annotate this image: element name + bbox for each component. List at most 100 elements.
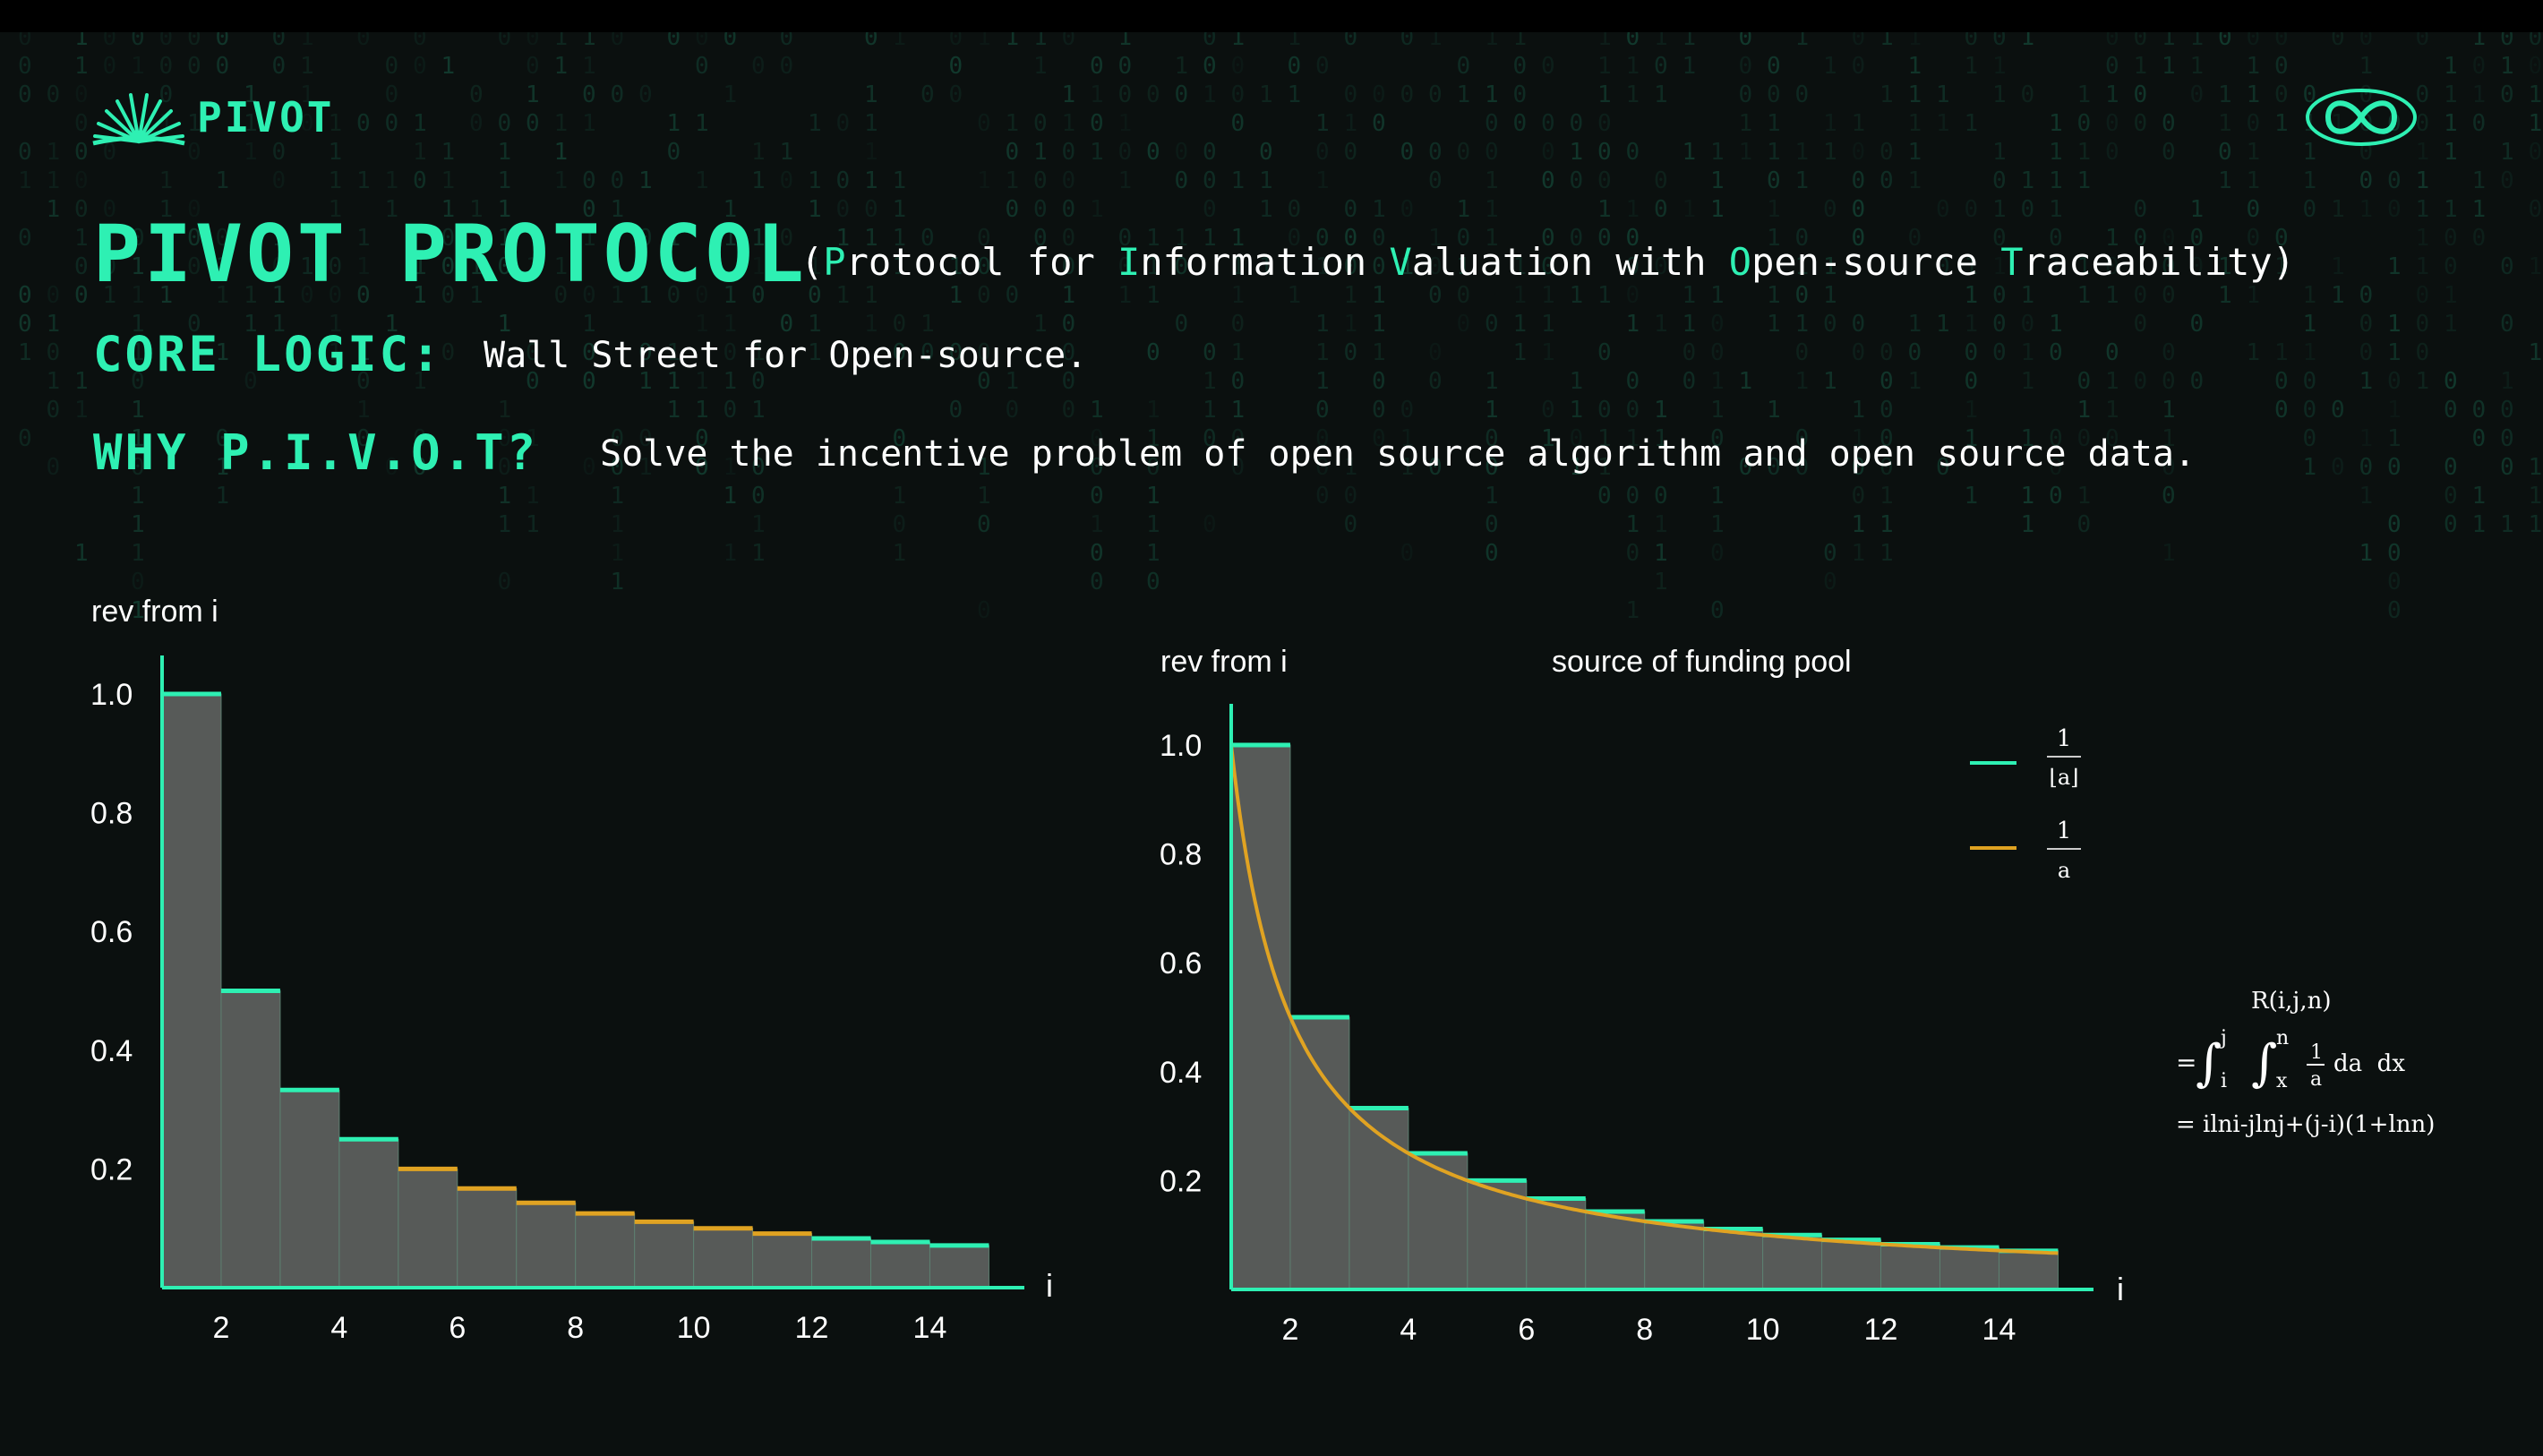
matrix-digit: 1 [1231,397,1246,424]
matrix-digit: 1 [808,339,822,366]
matrix-digit: 1 [1936,81,1950,108]
matrix-digit: 0 [47,397,61,424]
matrix-digit: 0 [2190,311,2205,338]
matrix-digit: 1 [2021,483,2035,510]
matrix-digit: 1 [611,511,625,538]
matrix-digit: 0 [582,167,596,194]
matrix-digit: 1 [498,196,512,223]
matrix-digit: 1 [356,253,371,280]
matrix-digit: 0 [1992,167,2007,194]
matrix-digit: 1 [329,139,343,166]
matrix-digit: 0 [131,225,145,252]
matrix-digit: 0 [1626,397,1640,424]
matrix-digit: 0 [2218,139,2232,166]
matrix-digit: 0 [103,139,117,166]
matrix-digit: 0 [2134,225,2148,252]
matrix-digit: 1 [1597,196,1612,223]
matrix-digit: 0 [1965,196,1979,223]
matrix-digit: 0 [1739,454,1753,481]
matrix-digit: 0 [1118,139,1133,166]
matrix-digit: 0 [2218,32,2232,51]
matrix-digit: 0 [1344,511,1358,538]
matrix-digit: 0 [1400,540,1415,567]
matrix-digit: 1 [131,540,145,567]
matrix-digit: 0 [920,339,935,366]
matrix-digit: 1 [329,196,343,223]
matrix-digit: 0 [2303,81,2317,108]
matrix-digit: 1 [1823,139,1837,166]
matrix-digit: 0 [1231,81,1246,108]
matrix-digit: 0 [724,397,738,424]
matrix-digit: 0 [638,225,653,252]
matrix-digit: 0 [977,368,991,395]
matrix-digit: 1 [1879,32,1894,51]
matrix-digit: 0 [836,110,851,137]
matrix-digit: 1 [1852,397,1866,424]
matrix-digit: 1 [1908,311,1922,338]
matrix-digit: 1 [1570,454,1584,481]
matrix-digit: 0 [893,339,907,366]
matrix-digit: 0 [1231,454,1246,481]
matrix-digit: 0 [1175,139,1189,166]
matrix-digit: 1 [2247,139,2261,166]
matrix-digit: 0 [1118,81,1133,108]
matrix-digit: 0 [1597,167,1612,194]
matrix-digit: 1 [724,282,738,309]
matrix-digit: 0 [1146,81,1160,108]
revenue-formula: R(i,j,n) = ∫ j i ∫ n x 1 a da dx = ilni-… [2176,988,2435,1138]
matrix-digit: 0 [1852,454,1866,481]
matrix-digit: 0 [1710,311,1725,338]
matrix-digit: 0 [582,81,596,108]
matrix-digit: 1 [2331,282,2345,309]
matrix-digit: 0 [780,53,794,80]
matrix-digit: 1 [2303,454,2317,481]
matrix-digit: 0 [1908,225,1922,252]
matrix-digit: 0 [1090,53,1104,80]
matrix-digit: 1 [893,167,907,194]
matrix-digit: 1 [1992,196,2007,223]
matrix-digit: 0 [1062,397,1076,424]
matrix-digit: 1 [667,368,681,395]
matrix-digit: 1 [582,32,596,51]
chart-right-bar [1408,1152,1468,1290]
matrix-digit: 0 [2162,253,2176,280]
int2-lower: x [2276,1070,2288,1092]
matrix-digit: 0 [1626,368,1640,395]
matrix-digit: 0 [1823,196,1837,223]
matrix-digit: 0 [2303,368,2317,395]
matrix-digit: 1 [977,32,991,51]
matrix-digit: 0 [1118,225,1133,252]
matrix-digit: 1 [1146,540,1160,567]
matrix-digit: 1 [1852,110,1866,137]
matrix-digit: 1 [1682,53,1697,80]
matrix-digit: 1 [1231,32,1246,51]
matrix-digit: 1 [74,53,89,80]
matrix-digit: 0 [47,339,61,366]
matrix-digit: 0 [1062,196,1076,223]
matrix-digit: 0 [356,110,371,137]
matrix-digit: 0 [2049,425,2063,452]
matrix-digit: 1 [131,253,145,280]
matrix-digit: 1 [1118,110,1133,137]
matrix-digit: 1 [667,110,681,137]
matrix-digit: 1 [1372,282,1386,309]
matrix-digit: 0 [695,425,709,452]
matrix-digit: 1 [977,454,991,481]
matrix-digit: 1 [1457,81,1471,108]
matrix-digit: 0 [1597,225,1612,252]
matrix-digit: 1 [582,110,596,137]
matrix-digit: 0 [498,32,512,51]
matrix-digit: 0 [667,32,681,51]
matrix-digit: 1 [74,368,89,395]
matrix-digit: 1 [103,282,117,309]
matrix-digit: 0 [1428,139,1443,166]
matrix-digit: 0 [187,225,201,252]
matrix-digit: 1 [2190,53,2205,80]
matrix-digit: 1 [1062,110,1076,137]
matrix-digit: 0 [159,32,174,51]
matrix-digit: 1 [1597,454,1612,481]
matrix-digit: 1 [413,253,427,280]
matrix-digit: 1 [893,225,907,252]
matrix-digit: 0 [2303,196,2317,223]
